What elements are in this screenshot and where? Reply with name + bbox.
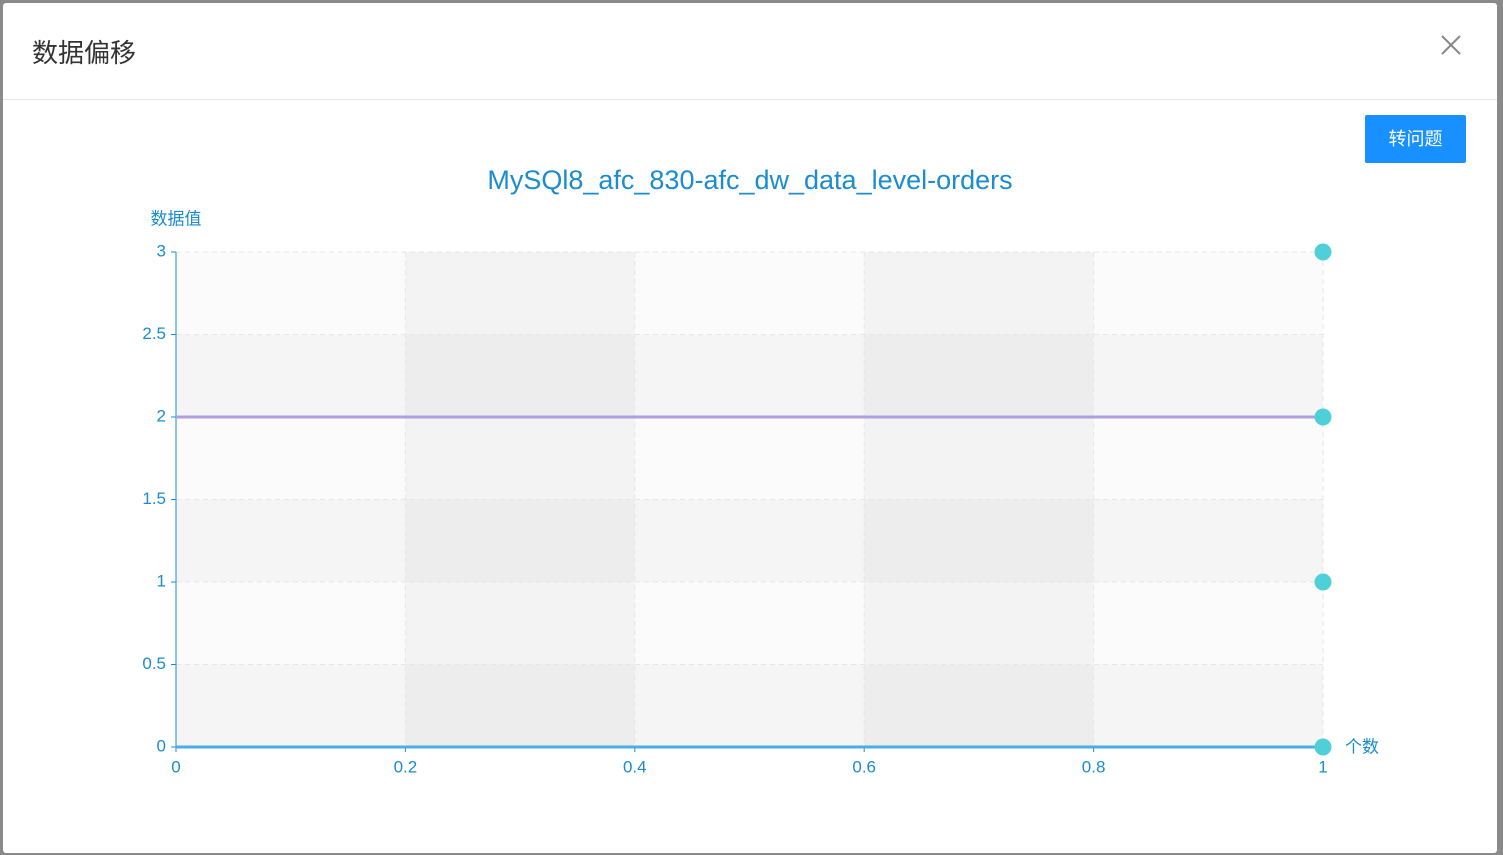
modal: 数据偏移 转问题 MySQl8_afc_830-afc_dw_data_leve…	[3, 3, 1497, 853]
modal-header: 数据偏移	[3, 3, 1497, 100]
close-button[interactable]	[1439, 33, 1463, 57]
split-area	[176, 335, 1323, 418]
y-axis-label: 数据值	[151, 209, 202, 228]
x-tick-label: 0.6	[852, 757, 876, 776]
x-tick-label: 1	[1318, 757, 1327, 776]
point	[1314, 408, 1332, 426]
y-tick-label: 0	[157, 736, 166, 755]
x-tick-label: 0.2	[394, 757, 418, 776]
point	[1314, 738, 1332, 756]
y-tick-label: 1	[157, 571, 166, 590]
chart: MySQl8_afc_830-afc_dw_data_level-orders …	[142, 165, 1379, 776]
modal-title: 数据偏移	[32, 38, 137, 68]
point	[1314, 243, 1332, 261]
x-tick-label: 0	[171, 757, 180, 776]
y-tick-label: 2	[157, 406, 166, 425]
split-area	[176, 500, 1323, 583]
x-tick-label: 0.4	[623, 757, 647, 776]
chart-title: MySQl8_afc_830-afc_dw_data_level-orders	[487, 165, 1012, 195]
y-tick-label: 1.5	[142, 489, 166, 508]
y-tick-label: 3	[157, 241, 166, 260]
x-axis-label: 个数	[1345, 737, 1379, 756]
convert-button[interactable]: 转问题	[1365, 115, 1466, 163]
point	[1314, 573, 1332, 591]
split-area	[176, 665, 1323, 748]
y-tick-label: 0.5	[142, 654, 166, 673]
x-tick-label: 0.8	[1082, 757, 1106, 776]
y-tick-label: 2.5	[142, 324, 166, 343]
